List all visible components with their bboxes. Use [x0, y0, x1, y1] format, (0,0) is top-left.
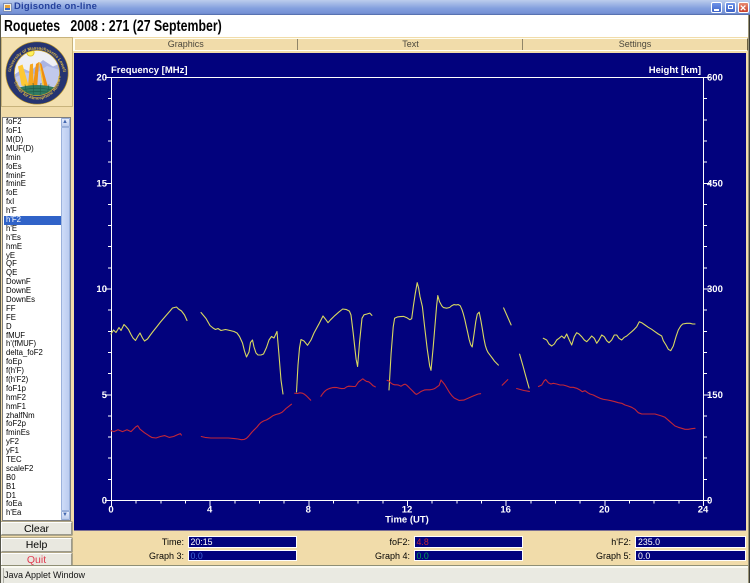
- svg-text:4: 4: [207, 505, 213, 516]
- svg-text:5: 5: [102, 390, 108, 401]
- svg-text:Height [km]: Height [km]: [649, 65, 701, 76]
- svg-text:10: 10: [96, 284, 107, 295]
- svg-text:24: 24: [698, 505, 709, 516]
- svg-text:450: 450: [707, 178, 723, 189]
- svg-text:12: 12: [402, 505, 413, 516]
- svg-text:15: 15: [96, 178, 107, 189]
- svg-text:Frequency [MHz]: Frequency [MHz]: [111, 65, 188, 76]
- svg-text:0: 0: [707, 496, 712, 507]
- svg-text:0: 0: [102, 496, 107, 507]
- svg-text:Time (UT): Time (UT): [385, 515, 429, 526]
- svg-text:300: 300: [707, 284, 723, 295]
- svg-text:8: 8: [306, 505, 311, 516]
- svg-text:0: 0: [108, 505, 113, 516]
- svg-text:16: 16: [500, 505, 511, 516]
- svg-text:600: 600: [707, 73, 723, 84]
- svg-text:20: 20: [96, 73, 107, 84]
- svg-text:150: 150: [707, 390, 723, 401]
- svg-text:20: 20: [599, 505, 610, 516]
